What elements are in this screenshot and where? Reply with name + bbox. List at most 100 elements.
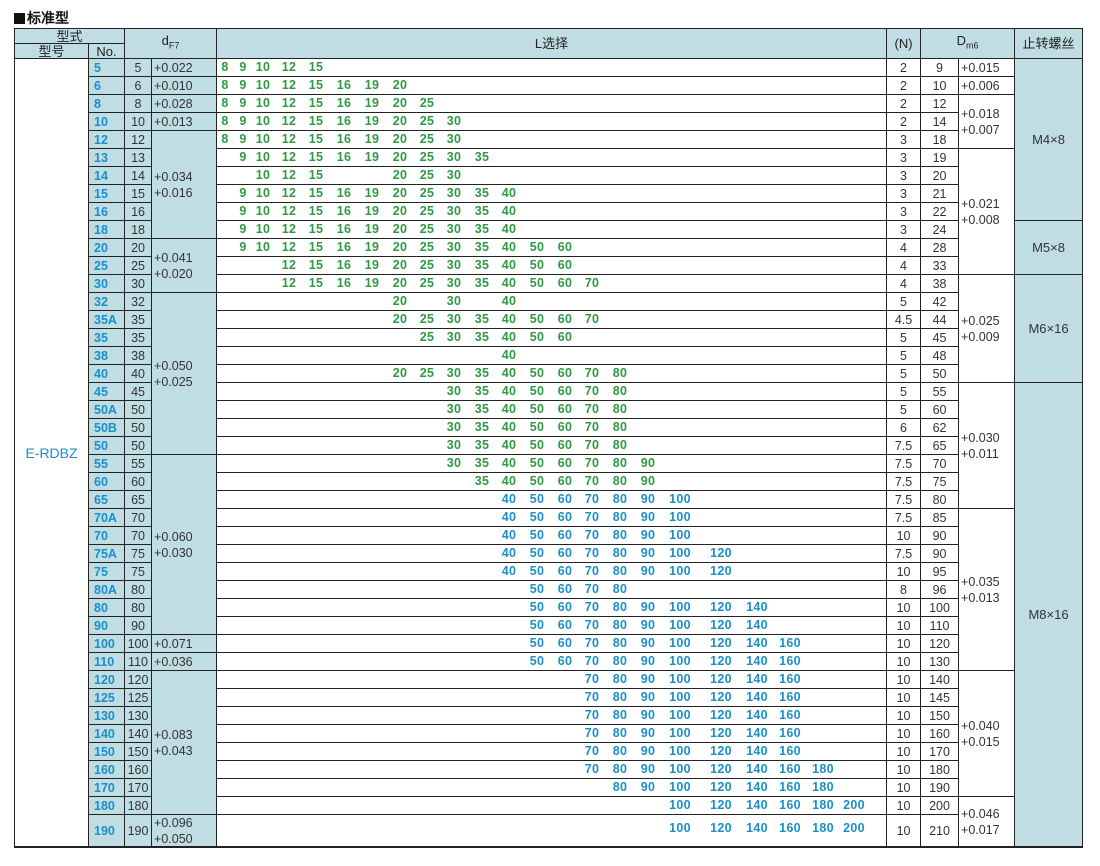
- L-value: 30: [446, 420, 462, 434]
- table-row: 16 16 9 10 12 15 16 19 20 25 30 35 40 3 22: [15, 202, 1083, 221]
- L-value: 35: [474, 456, 490, 470]
- L-value: 60: [557, 438, 573, 452]
- L-value: 50: [529, 528, 545, 542]
- model-cell: 6: [87, 76, 126, 95]
- L-value: 90: [640, 474, 656, 488]
- L-value: 12: [281, 150, 297, 164]
- L-value: 25: [419, 222, 435, 236]
- L-value: 90: [640, 510, 656, 524]
- tolerance-upper: +0.025: [961, 313, 1000, 328]
- L-value: 70: [584, 384, 600, 398]
- N-cell: 7.5: [886, 508, 922, 527]
- L-value: 60: [557, 528, 573, 542]
- Dm6-cell: 95: [920, 562, 960, 581]
- Dm6-cell: 10: [920, 76, 960, 95]
- Dm6-cell: 60: [920, 400, 960, 419]
- dF7-tolerance-cell: +0.013: [151, 112, 218, 131]
- Dm6-cell: 145: [920, 688, 960, 707]
- L-value: 10: [255, 150, 271, 164]
- Dm6-cell: 28: [920, 238, 960, 257]
- L-value: 180: [812, 780, 834, 794]
- L-value: 35: [474, 366, 490, 380]
- L-value: 180: [812, 821, 834, 835]
- L-select-cell: 100 120 140 160 180 200: [216, 814, 888, 848]
- header-dF7: dF7: [124, 28, 218, 59]
- L-select-cell: 20 30 40: [216, 292, 888, 311]
- L-value: 16: [336, 186, 352, 200]
- N-cell: 5: [886, 382, 922, 401]
- no-cell: 170: [124, 778, 153, 797]
- model-cell: 170: [87, 778, 126, 797]
- L-value: 50: [529, 240, 545, 254]
- table-row: 190 190 +0.096 +0.050 100 120 140 160 180 200 10 21…: [15, 814, 1083, 848]
- L-value: 100: [669, 546, 691, 560]
- L-value: 80: [612, 636, 628, 650]
- no-cell: 120: [124, 670, 153, 689]
- L-value: 90: [640, 744, 656, 758]
- L-value: 40: [501, 420, 517, 434]
- model-cell: 10: [87, 112, 126, 131]
- Dm6-cell: 210: [920, 814, 960, 848]
- model-cell: 140: [87, 724, 126, 743]
- L-value: 120: [710, 821, 732, 835]
- N-cell: 2: [886, 112, 922, 131]
- Dm6-tolerance-cell: +0.035 +0.013: [958, 508, 1016, 671]
- L-value: 120: [710, 780, 732, 794]
- table-row: 90 90 50 60 70 80 90 100 120 140 10 110: [15, 616, 1083, 635]
- L-value: 40: [501, 258, 517, 272]
- tolerance-upper: +0.013: [154, 114, 193, 129]
- dF7-tolerance-cell: +0.010: [151, 76, 218, 95]
- Dm6-tolerance-cell: +0.006: [958, 76, 1016, 95]
- L-select-cell: 8 9 10 12 15 16 19 20 25: [216, 94, 888, 113]
- L-value: 9: [239, 78, 247, 92]
- dF7-tolerance-cell: +0.036: [151, 652, 218, 671]
- L-value: 19: [364, 150, 380, 164]
- model-cell: 8: [87, 94, 126, 113]
- no-cell: 190: [124, 814, 153, 848]
- L-value: 20: [392, 276, 408, 290]
- L-value: 50: [529, 276, 545, 290]
- L-value: 80: [612, 546, 628, 560]
- model-cell: 80: [87, 598, 126, 617]
- L-select-cell: 70 80 90 100 120 140 160: [216, 670, 888, 689]
- L-value: 80: [612, 690, 628, 704]
- Dm6-cell: 75: [920, 472, 960, 491]
- L-value: 20: [392, 204, 408, 218]
- header-row-1: 型式 dF7 L选择 (N) Dm6 止转螺丝: [13, 28, 1084, 59]
- L-value: 30: [446, 366, 462, 380]
- N-cell: 4: [886, 238, 922, 257]
- L-value: 30: [446, 258, 462, 272]
- dF7-tolerance-cell: +0.041 +0.020: [151, 238, 218, 293]
- L-value: 12: [281, 168, 297, 182]
- table-row: 50A 50 30 35 40 50 60 70 80 5 60: [15, 400, 1083, 419]
- L-value: 160: [779, 654, 801, 668]
- spec-table-body: E-RDBZ 5 5 +0.022 8 9 10 12 15 2 9 +0.015 M4×8 6 6 +0.0…: [14, 58, 1084, 848]
- L-value: 35: [474, 204, 490, 218]
- no-cell: 160: [124, 760, 153, 779]
- L-value: 9: [239, 60, 247, 74]
- L-select-cell: 9 10 12 15 16 19 20 25 30 35 40: [216, 184, 888, 203]
- tolerance-lower: +0.016: [154, 185, 193, 200]
- header-row-2: 型号 No.: [14, 43, 1083, 59]
- L-value: 120: [710, 708, 732, 722]
- L-value: 16: [336, 204, 352, 218]
- L-value: 30: [446, 132, 462, 146]
- Dm6-cell: 50: [920, 364, 960, 383]
- N-cell: 5: [886, 292, 922, 311]
- model-cell: 12: [87, 130, 126, 149]
- L-value: 12: [281, 240, 297, 254]
- N-cell: 7.5: [886, 490, 922, 509]
- L-value: 50: [529, 438, 545, 452]
- N-cell: 10: [886, 778, 922, 797]
- L-value: 90: [640, 780, 656, 794]
- no-cell: 40: [124, 364, 153, 383]
- L-value: 20: [392, 258, 408, 272]
- model-cell: 60: [87, 472, 126, 491]
- model-cell: 55: [87, 454, 126, 473]
- anti-rotation-screw-cell: M8×16: [1014, 382, 1084, 848]
- model-cell: 70A: [87, 508, 126, 527]
- L-value: 40: [501, 186, 517, 200]
- Dm6-cell: 9: [920, 58, 960, 77]
- no-cell: 30: [124, 274, 153, 293]
